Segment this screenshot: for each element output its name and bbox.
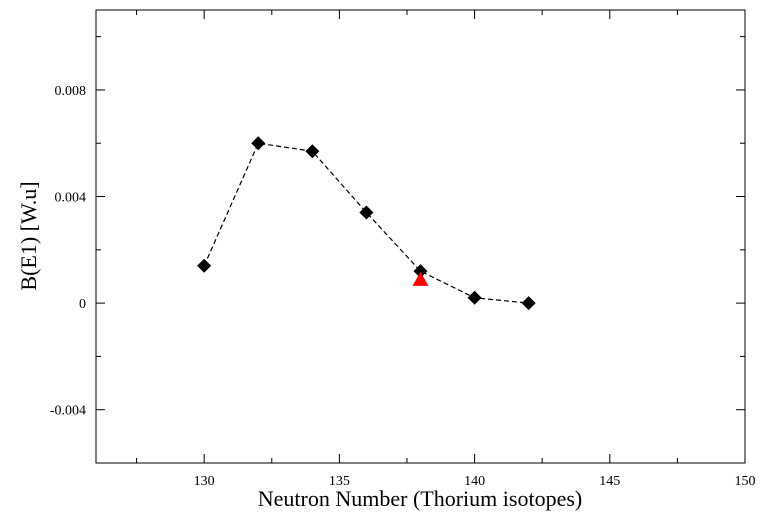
y-tick-labels: -0.004 0 0.004 0.008 [50, 84, 86, 419]
y-axis-title: B(E1) [W.u] [16, 181, 41, 290]
data-point-diamond [305, 144, 320, 159]
x-tick-label: 150 [735, 474, 756, 489]
x-tick-label: 135 [329, 474, 350, 489]
x-tick-label: 145 [599, 474, 620, 489]
series-line [203, 142, 529, 304]
ticks [96, 10, 746, 463]
x-tick-label: 140 [464, 474, 485, 489]
data-point-diamond [197, 258, 212, 273]
y-tick-label: 0.008 [55, 84, 87, 99]
x-tick-labels: 130 135 140 145 150 [194, 474, 756, 489]
data-point-diamond [467, 290, 482, 305]
y-tick-label: 0 [79, 297, 86, 312]
data-point-diamond [521, 296, 536, 311]
data-point-diamond [251, 136, 266, 151]
x-tick-label: 130 [194, 474, 215, 489]
plot-frame [95, 9, 746, 464]
data-point-diamond [413, 264, 428, 279]
series-layer [197, 136, 536, 311]
series-1 [412, 271, 429, 286]
data-point-triangle [412, 271, 429, 286]
data-point-diamond [359, 205, 374, 220]
y-tick-label: 0.004 [55, 191, 87, 206]
series-0 [197, 136, 536, 311]
y-tick-label: -0.004 [50, 404, 86, 419]
x-axis-title: Neutron Number (Thorium isotopes) [258, 486, 582, 511]
